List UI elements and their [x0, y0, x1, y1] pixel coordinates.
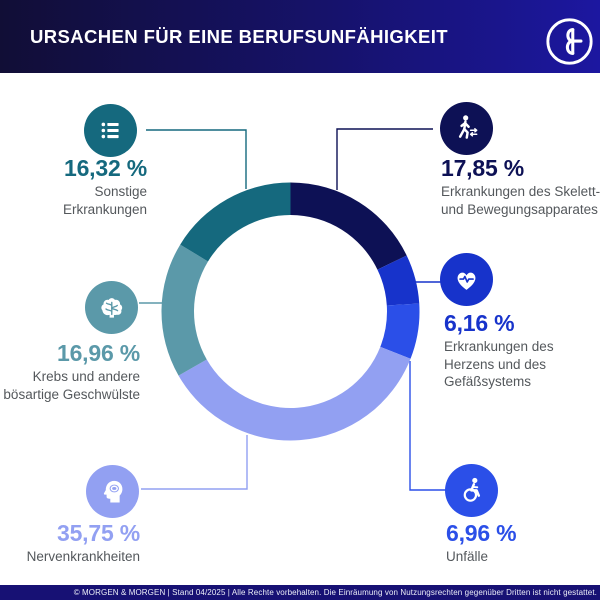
percent-value: 35,75 % [57, 520, 140, 546]
connector-line-sonstige [146, 129, 247, 189]
category-icon-skelett [440, 102, 493, 155]
category-label: Erkrankungen des Herzens und des Gefäßsy… [444, 339, 554, 389]
copyright-text: © MORGEN & MORGEN | Stand 04/2025 | Alle… [73, 588, 597, 597]
list-icon [101, 122, 119, 139]
category-label: Erkrankungen des Skelett- und Bewegungsa… [441, 184, 600, 217]
brain-icon [101, 298, 123, 318]
category-label: Sonstige Erkrankungen [62, 184, 147, 217]
connector-line-unfaelle [409, 361, 446, 491]
percent-value: 16,32 % [64, 155, 147, 181]
category-icon-sonstige [84, 104, 137, 157]
head-profile-icon [103, 480, 123, 503]
connector-line-nerven [141, 435, 248, 490]
donut-segment-nerven [178, 346, 411, 441]
header-bar: URSACHEN FÜR EINE BERUFSUNFÄHIGKEIT [0, 0, 600, 73]
category-block-sonstige: 16,32 % Sonstige Erkrankungen [0, 156, 147, 218]
category-block-nerven: 35,75 % Nervenkrankheiten [0, 520, 141, 566]
donut-segment-unfaelle [380, 303, 420, 359]
category-label: Nervenkrankheiten [26, 549, 140, 564]
category-label: Krebs und andere bösartige Geschwülste [3, 369, 140, 402]
category-block-krebs: 16,96 % Krebs und andere bösartige Gesch… [0, 341, 140, 403]
walking-person-icon [458, 115, 478, 139]
connector-line-skelett [336, 128, 433, 190]
category-block-herz: 6,16 % Erkrankungen des Herzens und des … [444, 311, 594, 391]
percent-value: 6,96 % [446, 520, 517, 546]
category-icon-nerven [86, 465, 139, 518]
category-block-skelett: 17,85 % Erkrankungen des Skelett- und Be… [441, 156, 600, 218]
percent-value: 16,96 % [57, 340, 140, 366]
category-icon-unfaelle [445, 464, 498, 517]
donut-segment-herz [377, 255, 420, 306]
donut-segment-krebs [161, 244, 208, 376]
category-label: Unfälle [446, 549, 489, 564]
wheelchair-icon [463, 477, 481, 502]
page-title: URSACHEN FÜR EINE BERUFSUNFÄHIGKEIT [30, 25, 448, 47]
category-icon-herz [440, 253, 493, 306]
heart-pulse-icon [457, 272, 476, 290]
donut-segment-skelett [290, 182, 407, 270]
donut-segment-sonstige [180, 182, 291, 262]
category-icon-krebs [85, 281, 138, 334]
donut-segments [161, 182, 420, 441]
percent-value: 17,85 % [441, 155, 524, 181]
category-block-unfaelle: 6,96 % Unfälle [446, 521, 566, 566]
percent-value: 6,16 % [444, 310, 515, 336]
footer-bar: © MORGEN & MORGEN | Stand 04/2025 | Alle… [0, 585, 600, 600]
morgen-morgen-ampersand-icon [546, 18, 593, 65]
